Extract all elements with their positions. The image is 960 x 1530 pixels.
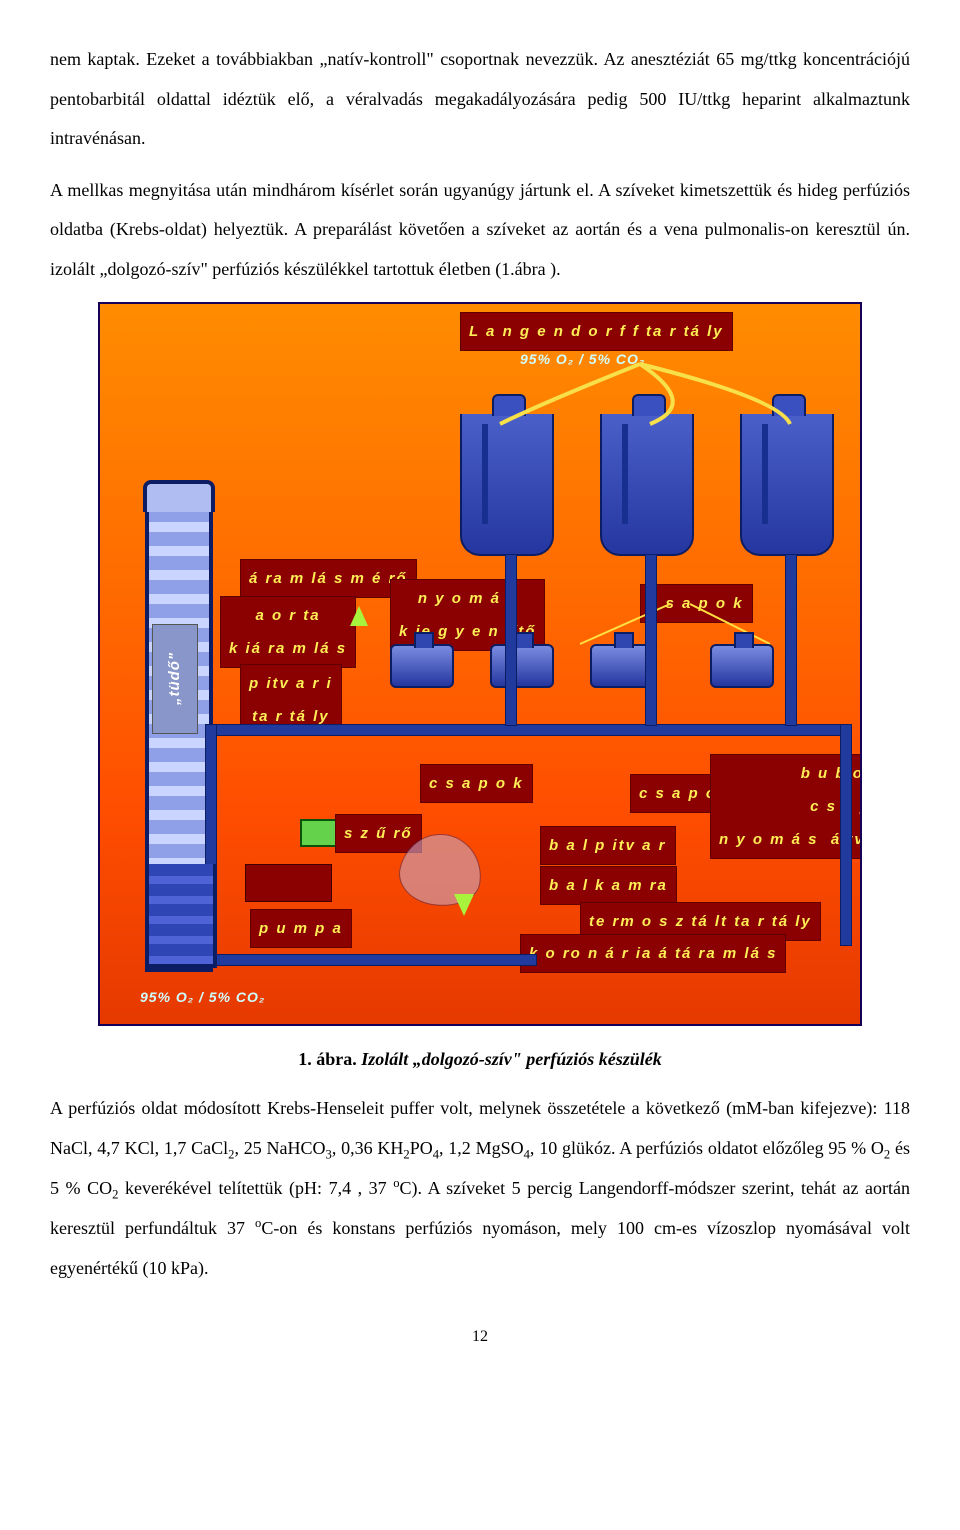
perfusion-diagram: 95% O₂ / 5% CO₂ 95% O₂ / 5% CO₂ L a n g … (98, 302, 862, 1026)
paragraph-3-chem: 118 NaCl, 4,7 KCl, 1,7 CaCl2, 25 NaHCO3,… (50, 1098, 910, 1278)
lung-label-box: „tüdő" (152, 624, 198, 734)
label-szuro: s z ű rő (335, 814, 422, 853)
gas-formula-text-bottom: 95% O₂ / 5% CO₂ (140, 982, 265, 1013)
label-balpitvar: b a l p itv a r (540, 826, 676, 865)
pipe (645, 554, 657, 726)
beaker-3 (740, 414, 834, 556)
tap-1 (390, 644, 454, 688)
paragraph-3-lead: A perfúziós oldat módosított Krebs-Hense… (50, 1098, 884, 1118)
label-balkamra: b a l k a m ra (540, 866, 677, 905)
csapok-lines-1 (520, 594, 820, 654)
paragraph-3: A perfúziós oldat módosított Krebs-Hense… (50, 1089, 910, 1288)
paragraph-2: A mellkas megnyitása után mindhárom kísé… (50, 171, 910, 290)
pipe (840, 724, 852, 946)
figure-caption: 1. ábra. Izolált „dolgozó-szív" perfúzió… (50, 1040, 910, 1080)
arrow-down-icon (454, 894, 474, 916)
label-csapok-2: c s a p o k (420, 764, 533, 803)
label-pumpa: p u m p a (250, 909, 352, 948)
tap-2 (490, 644, 554, 688)
water-reservoir (145, 864, 217, 968)
gas-hose-icon (440, 359, 840, 429)
pipe (505, 554, 517, 726)
pipe (205, 724, 847, 736)
pump-block (245, 864, 332, 902)
arrow-up-icon (350, 606, 368, 626)
pipe (785, 554, 797, 726)
figure-title: Izolált „dolgozó-szív" perfúziós készülé… (357, 1049, 662, 1069)
label-aorta: a o r ta k iá ra m lá s (220, 596, 356, 668)
page-number: 12 (50, 1319, 910, 1354)
label-koronaria: k o ro n á r ia á tá ra m lá s (520, 934, 786, 973)
paragraph-1: nem kaptak. Ezeket a továbbiakban „natív… (50, 40, 910, 159)
lung-label-text: „tüdő" (159, 652, 192, 705)
beaker-2 (600, 414, 694, 556)
pipe (205, 954, 537, 966)
beaker-1 (460, 414, 554, 556)
figure-number: 1. ábra. (298, 1049, 357, 1069)
label-langendorff: L a n g e n d o r f f ta r tá ly (460, 312, 733, 351)
tap-4 (710, 644, 774, 688)
